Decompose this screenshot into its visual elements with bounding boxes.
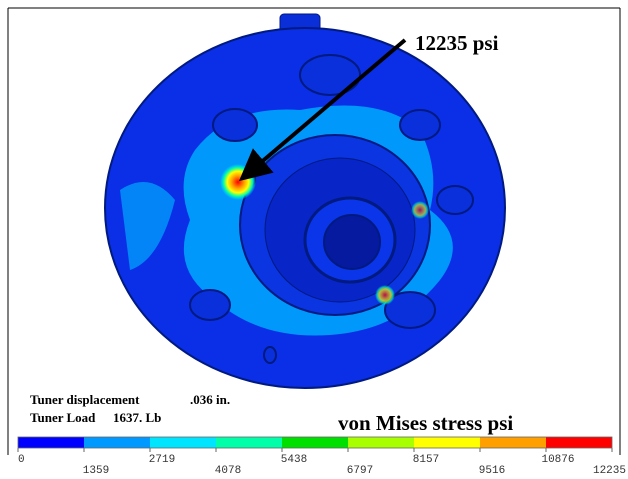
annotation: 12235 psi bbox=[415, 31, 499, 55]
color-swatch bbox=[546, 437, 612, 448]
info-value: .036 in. bbox=[190, 392, 230, 407]
tick-label: 8157 bbox=[413, 454, 439, 466]
tick-label: 6797 bbox=[347, 465, 373, 477]
tick-label: 2719 bbox=[149, 454, 175, 466]
tick-label: 10876 bbox=[541, 454, 574, 466]
tick-label: 9516 bbox=[479, 465, 505, 477]
color-swatch bbox=[216, 437, 282, 448]
color-swatch bbox=[282, 437, 348, 448]
tick-label: 0 bbox=[18, 454, 25, 466]
tick-label: 12235 bbox=[593, 465, 626, 477]
info-label: Tuner displacement bbox=[30, 392, 140, 407]
color-swatch bbox=[150, 437, 216, 448]
info-value: 1637. Lb bbox=[113, 410, 161, 425]
info-label: Tuner Load bbox=[30, 410, 96, 425]
color-swatch bbox=[348, 437, 414, 448]
color-bar: 0 1359 2719 4078 5438 6797 8157 9516 10876 12235 bbox=[18, 437, 626, 477]
color-swatch bbox=[480, 437, 546, 448]
color-swatch bbox=[84, 437, 150, 448]
stress-figure: 12235 psi Tuner displacement .036 in. Tu… bbox=[0, 0, 628, 479]
tick-label: 4078 bbox=[215, 465, 241, 477]
tick-label: 1359 bbox=[83, 465, 109, 477]
part-model bbox=[105, 14, 505, 388]
color-swatch bbox=[414, 437, 480, 448]
tick-label: 5438 bbox=[281, 454, 307, 466]
legend-title: von Mises stress psi bbox=[338, 411, 513, 435]
color-swatch bbox=[18, 437, 84, 448]
